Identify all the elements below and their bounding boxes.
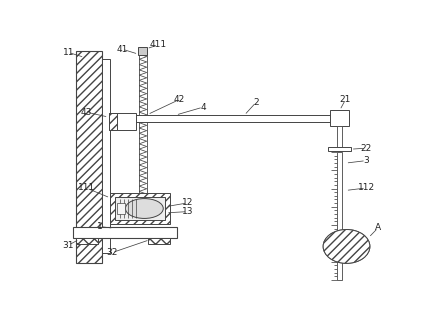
Text: 41: 41 [117, 45, 128, 54]
Text: 32: 32 [106, 248, 118, 257]
Text: 411: 411 [150, 40, 167, 49]
Circle shape [323, 230, 370, 263]
Text: 12: 12 [182, 198, 193, 207]
Text: 22: 22 [361, 144, 372, 153]
Bar [109, 113, 117, 130]
Bar [102, 59, 110, 253]
Bar [76, 51, 102, 263]
Bar [148, 238, 171, 244]
Text: A: A [375, 223, 381, 232]
Bar [76, 238, 98, 244]
Circle shape [323, 230, 370, 263]
Ellipse shape [125, 199, 163, 218]
Bar [337, 126, 342, 147]
Text: 13: 13 [182, 207, 193, 216]
Text: 3: 3 [363, 156, 369, 165]
Bar [73, 226, 177, 238]
Text: 11: 11 [62, 48, 74, 57]
Bar [330, 109, 349, 126]
Bar [109, 113, 136, 130]
Bar [116, 197, 165, 220]
Bar [337, 152, 342, 280]
Bar [129, 115, 337, 121]
Text: 42: 42 [173, 95, 185, 104]
Text: 4: 4 [200, 103, 206, 112]
Text: 2: 2 [253, 98, 259, 107]
Bar [110, 193, 171, 224]
Text: 43: 43 [81, 108, 92, 117]
Bar [328, 147, 351, 151]
Text: 31: 31 [62, 241, 74, 250]
Text: 112: 112 [358, 183, 375, 193]
Bar [117, 203, 125, 214]
Bar [139, 47, 148, 55]
Text: 111: 111 [78, 183, 95, 193]
Text: 1: 1 [97, 222, 103, 231]
Text: 21: 21 [340, 95, 351, 104]
